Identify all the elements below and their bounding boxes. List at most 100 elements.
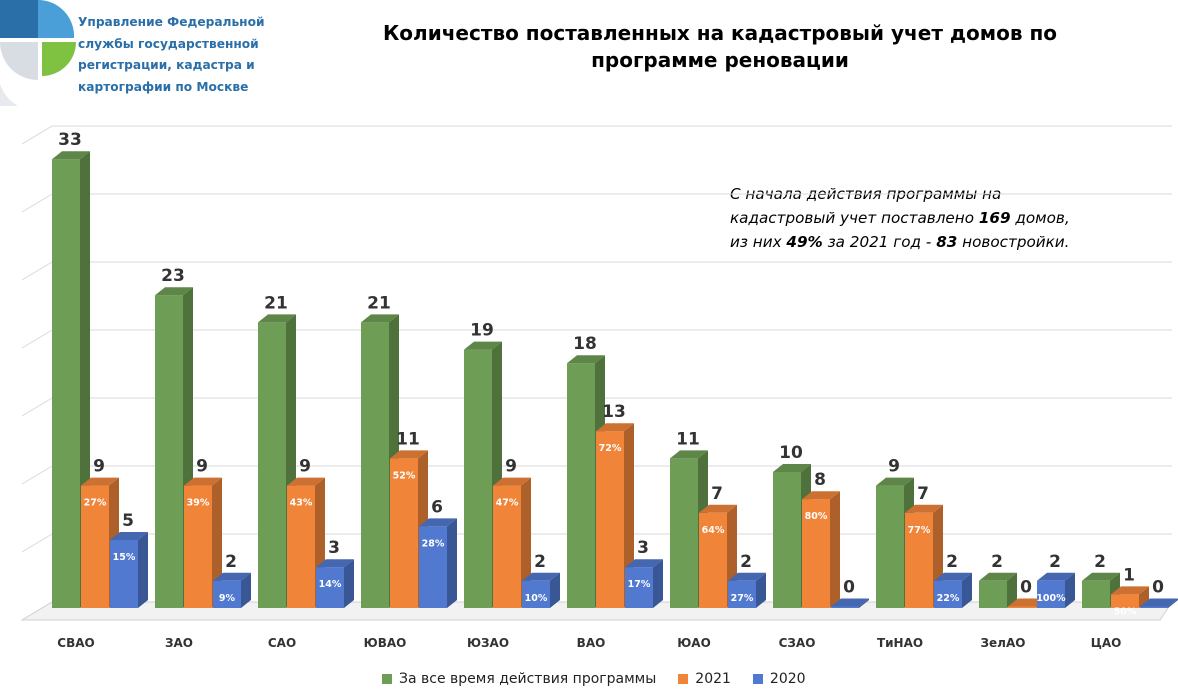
note-line-3-text: из них — [730, 233, 787, 251]
bar-total — [258, 322, 286, 608]
percent-label-2020: 9% — [219, 593, 236, 604]
bar-2020 — [728, 580, 756, 608]
percent-label-2020: 10% — [525, 593, 548, 604]
value-label-2020: 2 — [225, 552, 237, 572]
legend-swatch-2021 — [678, 674, 689, 684]
percent-label-2021: 27% — [84, 498, 107, 509]
legend-label-total: За все время действия программы — [399, 671, 657, 687]
percent-label-2020: 100% — [1036, 593, 1066, 604]
legend-item-2021: 2021 — [678, 671, 731, 687]
value-label-total: 23 — [161, 266, 185, 286]
bar-2020-side — [756, 572, 766, 608]
bar-2020-top — [728, 572, 766, 581]
value-label-2020: 2 — [534, 552, 546, 572]
category-label: ЦАО — [1091, 636, 1122, 650]
category-label: ЮЗАО — [467, 636, 509, 650]
category-label: ЮВАО — [364, 636, 407, 650]
bar-2020 — [1037, 580, 1065, 608]
percent-label-2021: 52% — [393, 470, 416, 481]
note-line-3: из них 49% за 2021 год - 83 новостройки. — [730, 230, 1150, 254]
bar-2020-top — [1037, 572, 1075, 581]
bar-2021-top — [905, 504, 943, 513]
bar-2020-top — [419, 518, 457, 527]
bar-2020 — [831, 606, 859, 608]
grid-diagonal — [21, 465, 53, 485]
bar-2021-top — [287, 477, 325, 486]
bar-total-top — [670, 450, 708, 459]
value-label-2021: 9 — [505, 457, 517, 477]
bar-total — [567, 363, 595, 608]
value-label-2020: 2 — [946, 552, 958, 572]
bar-2021 — [699, 512, 727, 608]
summary-note: С начала действия программы на кадастров… — [730, 182, 1150, 254]
percent-label-2020: 27% — [731, 593, 754, 604]
percent-label-2021: 72% — [599, 443, 622, 454]
bar-total-top — [464, 341, 502, 350]
bar-2020-top — [1140, 598, 1178, 607]
note-line-2-text: кадастровый учет поставлено — [730, 209, 979, 227]
bar-total-top — [773, 464, 811, 472]
bar-2020-top — [934, 572, 972, 581]
category-label: СЗАО — [779, 636, 816, 650]
value-label-2020: 0 — [1152, 578, 1164, 598]
bar-2020-side — [653, 559, 663, 608]
bar-2021-top — [1008, 598, 1046, 607]
bar-2020-top — [110, 532, 148, 540]
bar-2020-side — [962, 572, 972, 608]
value-label-2021: 0 — [1020, 578, 1032, 598]
bar-total — [1082, 580, 1110, 608]
bar-2021-top — [81, 477, 119, 486]
bar-2020 — [625, 567, 653, 608]
bar-total-side — [1007, 572, 1017, 608]
bar-2021 — [184, 485, 212, 608]
grid-diagonal — [21, 125, 53, 145]
value-label-2021: 13 — [602, 402, 626, 422]
value-label-2020: 3 — [637, 538, 649, 558]
value-label-total: 2 — [1094, 552, 1106, 572]
value-label-total: 10 — [779, 443, 803, 463]
note-line-2-end: домов, — [1010, 209, 1070, 227]
bar-2020-side — [241, 572, 251, 608]
bar-2020-side — [344, 559, 354, 608]
bar-total-top — [361, 314, 399, 323]
bar-2020-side — [1168, 598, 1178, 608]
bar-2020-side — [859, 598, 869, 608]
bar-2021-top — [493, 477, 531, 486]
bar-2020-top — [831, 598, 869, 607]
value-label-2020: 6 — [431, 497, 443, 517]
note-new-number: 83 — [936, 233, 958, 251]
legend-swatch-total — [382, 674, 392, 684]
value-label-2021: 7 — [917, 484, 929, 504]
bar-2020 — [522, 580, 550, 608]
bar-2021-side — [624, 423, 634, 608]
category-label: ЮАО — [677, 636, 711, 650]
bar-total — [979, 580, 1007, 608]
bar-2020 — [316, 567, 344, 608]
bar-2021-top — [390, 450, 428, 459]
percent-label-2021: 80% — [805, 511, 828, 522]
bar-2021-side — [1139, 586, 1149, 608]
value-label-2021: 9 — [196, 457, 208, 477]
category-label: ЗелАО — [981, 636, 1026, 650]
chart-title: Количество поставленных на кадастровый у… — [382, 21, 1058, 72]
bar-total-top — [567, 355, 605, 364]
value-label-2020: 5 — [122, 511, 134, 531]
bar-total-top — [876, 477, 914, 486]
bar-total — [876, 485, 904, 608]
bar-total — [52, 159, 80, 608]
value-label-2021: 1 — [1123, 565, 1135, 585]
value-label-total: 21 — [264, 293, 288, 313]
bar-total-top — [1082, 572, 1120, 581]
bar-total — [670, 458, 698, 608]
bar-2021 — [81, 485, 109, 608]
value-label-total: 21 — [367, 293, 391, 313]
legend-label-2021: 2021 — [695, 671, 731, 687]
category-label: ВАО — [577, 636, 606, 650]
bar-total-top — [979, 572, 1017, 581]
bar-2021-side — [521, 477, 531, 608]
bar-2020 — [110, 540, 138, 608]
chart-legend: За все время действия программы 2021 202… — [382, 668, 806, 690]
bar-2020-side — [447, 518, 457, 608]
value-label-2021: 7 — [711, 484, 723, 504]
grid-diagonal — [21, 329, 53, 349]
